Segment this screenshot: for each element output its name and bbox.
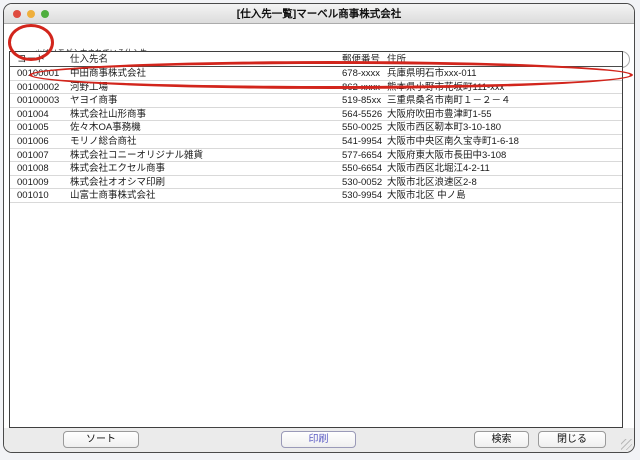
cell-name: ヤヨイ商事	[70, 95, 118, 107]
column-header-address: 住所	[387, 54, 407, 65]
cell-postal: 564-5526	[342, 108, 383, 120]
cell-code: 001010	[17, 190, 49, 202]
close-button[interactable]: 閉じる	[538, 431, 606, 448]
cell-code: 001008	[17, 163, 49, 175]
cell-postal: 530-0052	[342, 176, 383, 188]
cell-address: 大阪市中央区南久宝寺町1-6-18	[387, 135, 519, 147]
cell-code: 001006	[17, 135, 49, 147]
cell-address: 大阪市北区浪速区2-8	[387, 176, 477, 188]
table-row[interactable]: 001008 株式会社エクセル商事 550-6654 大阪市西区北堀江4-2-1…	[10, 162, 622, 176]
cell-code: 00100003	[17, 95, 60, 107]
resize-grip[interactable]	[621, 439, 632, 450]
sort-button[interactable]: ソート	[63, 431, 139, 448]
cell-code: 001004	[17, 108, 49, 120]
cell-name: 河野工場	[70, 81, 109, 93]
table-row[interactable]: 001010 山富士商事株式会社 530-9954 大阪市北区 中ノ島	[10, 189, 622, 203]
cell-address: 大阪市北区 中ノ島	[387, 190, 466, 202]
table-row[interactable]: 001006 モリノ総合商社 541-9954 大阪市中央区南久宝寺町1-6-1…	[10, 134, 622, 149]
table-row[interactable]: 00100002 河野工場 862-xxxx 熊本県小野市花坂町111-xxx	[10, 80, 622, 95]
cell-name: 株式会社コニーオリジナル雑貨	[70, 149, 204, 161]
column-header-name: 仕入先名	[70, 54, 109, 65]
close-window-icon[interactable]	[13, 10, 21, 18]
cell-postal: 862-xxxx	[342, 81, 381, 93]
cell-code: 001009	[17, 176, 49, 188]
table-row[interactable]: 001004 株式会社山形商事 564-5526 大阪府吹田市豊津町1-55	[10, 107, 622, 122]
cell-postal: 577-6654	[342, 149, 383, 161]
zoom-window-icon[interactable]	[41, 10, 49, 18]
list-header: ＊はメモが入力されている仕入先 黒:支払先茶:仕入先赤:取引終了 仕入先一覧 件…	[4, 24, 634, 70]
cell-address: 三重県桑名市南町１－２－４	[387, 95, 511, 107]
cell-code: 001005	[17, 122, 49, 134]
table-row[interactable]: 00100003 ヤヨイ商事 519-85xx 三重県桑名市南町１－２－４	[10, 94, 622, 108]
minimize-window-icon[interactable]	[27, 10, 35, 18]
column-header-postal: 郵便番号	[342, 54, 381, 65]
supplier-table: コード 仕入先名 郵便番号 住所 00100001 中田商事株式会社 678-x…	[9, 51, 623, 428]
cell-postal: 550-0025	[342, 122, 383, 134]
table-row[interactable]: 001009 株式会社オオシマ印刷 530-0052 大阪市北区浪速区2-8	[10, 175, 622, 190]
table-header-row: コード 仕入先名 郵便番号 住所	[10, 52, 622, 67]
cell-code: 001007	[17, 149, 49, 161]
cell-postal: 519-85xx	[342, 95, 382, 107]
cell-name: 株式会社山形商事	[70, 108, 147, 120]
print-button[interactable]: 印刷	[281, 431, 356, 448]
column-header-code: コード	[17, 54, 46, 65]
app-window: [仕入先一覧]マーベル商事株式会社 ＊はメモが入力されている仕入先 黒:支払先茶…	[3, 3, 635, 453]
table-row[interactable]: 001005 佐々木OA事務機 550-0025 大阪市西区靭本町3-10-18…	[10, 121, 622, 135]
cell-name: モリノ総合商社	[70, 135, 137, 147]
title-bar: [仕入先一覧]マーベル商事株式会社	[4, 4, 634, 24]
cell-address: 兵庫県明石市xxx-011	[387, 68, 477, 79]
search-button[interactable]: 検索	[474, 431, 529, 448]
cell-address: 大阪市西区靭本町3-10-180	[387, 122, 502, 134]
cell-address: 大阪市西区北堀江4-2-11	[387, 163, 490, 175]
cell-code: 00100001	[17, 68, 60, 79]
button-bar: ソート 印刷 検索 閉じる	[4, 428, 634, 452]
cell-name: 中田商事株式会社	[70, 68, 147, 79]
cell-address: 大阪府東大阪市長田中3-108	[387, 149, 507, 161]
cell-postal: 541-9954	[342, 135, 383, 147]
cell-name: 株式会社エクセル商事	[70, 163, 166, 175]
table-body: 00100001 中田商事株式会社 678-xxxx 兵庫県明石市xxx-011…	[10, 67, 622, 203]
window-title: [仕入先一覧]マーベル商事株式会社	[236, 8, 402, 20]
table-row[interactable]: 001007 株式会社コニーオリジナル雑貨 577-6654 大阪府東大阪市長田…	[10, 148, 622, 163]
cell-code: 00100002	[17, 81, 60, 93]
cell-name: 株式会社オオシマ印刷	[70, 176, 166, 188]
cell-name: 佐々木OA事務機	[70, 122, 141, 134]
cell-address: 熊本県小野市花坂町111-xxx	[387, 81, 505, 93]
cell-postal: 530-9954	[342, 190, 383, 202]
table-row[interactable]: 00100001 中田商事株式会社 678-xxxx 兵庫県明石市xxx-011	[10, 67, 622, 81]
cell-postal: 550-6654	[342, 163, 383, 175]
cell-name: 山富士商事株式会社	[70, 190, 156, 202]
cell-postal: 678-xxxx	[342, 68, 381, 79]
cell-address: 大阪府吹田市豊津町1-55	[387, 108, 492, 120]
